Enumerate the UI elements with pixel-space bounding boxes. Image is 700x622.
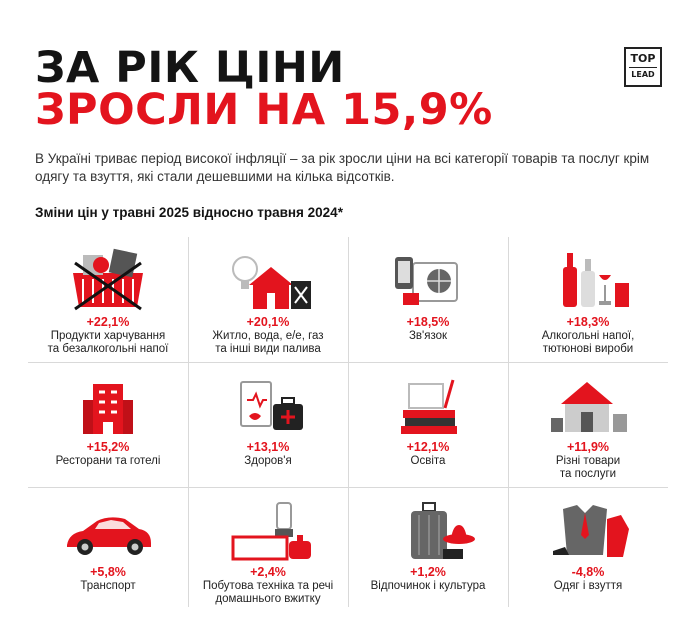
category-label: Відпочинок і культура [370, 580, 486, 592]
logo-top-text: TOP [630, 52, 656, 65]
category-value: +12,1% [406, 440, 450, 454]
grid-divider [188, 237, 189, 607]
category-label: Транспорт [80, 580, 136, 592]
section-title: Зміни цін у травні 2025 відносно травня … [35, 205, 343, 220]
category-appliances: +2,4% Побутова техніка та речі домашньог… [188, 487, 348, 607]
category-label: Освіта [410, 455, 446, 467]
grid-divider [508, 237, 509, 607]
category-value: -4,8% [571, 565, 605, 579]
grid-divider [28, 487, 668, 488]
category-label: Різні товари та послуги [555, 455, 621, 480]
category-transport: +5,8% Транспорт [28, 487, 188, 607]
category-value: +15,2% [86, 440, 130, 454]
category-value: +22,1% [86, 315, 130, 329]
category-clothing: -4,8% Одяг і взуття [508, 487, 668, 607]
page-title-line-2: ЗРОСЛИ НА 15,9% [35, 85, 493, 135]
category-communication: +18,5% Зв'язок [348, 237, 508, 357]
grid-divider [28, 362, 668, 363]
category-label: Здоров'я [244, 455, 292, 467]
category-restaurants: +15,2% Ресторани та готелі [28, 362, 188, 482]
category-label: Побутова техніка та речі домашнього вжит… [202, 580, 334, 605]
luggage-hat-icon [411, 502, 475, 559]
category-label: Одяг і взуття [553, 580, 623, 592]
price-change-grid: +22,1% Продукти харчування та безалкогол… [28, 237, 668, 617]
category-value: +20,1% [246, 315, 290, 329]
category-value: +2,4% [250, 565, 286, 579]
hotel-building-icon [83, 384, 133, 434]
communication-devices-icon [395, 257, 458, 305]
category-label: Алкогольні напої, тютюнові вироби [541, 330, 635, 355]
category-value: +11,9% [566, 440, 610, 454]
category-leisure: +1,2% Відпочинок і культура [348, 487, 508, 607]
category-value: +1,2% [410, 565, 446, 579]
house-utilities-icon [232, 256, 311, 309]
car-icon [67, 517, 151, 555]
category-alcohol: +18,3% Алкогольні напої, тютюнові вироби [508, 237, 668, 357]
clothing-icon [553, 505, 629, 557]
category-label: Житло, вода, е/е, газ та інші види палив… [212, 330, 324, 355]
category-misc: +11,9% Різні товари та послуги [508, 362, 668, 482]
shopping-basket-icon [73, 248, 143, 311]
books-icon [401, 379, 457, 434]
home-appliances-icon [231, 502, 311, 561]
grid-divider [348, 237, 349, 607]
category-health: +13,1% Здоров'я [188, 362, 348, 482]
subtitle-text: В Україні триває період високої інфляції… [35, 151, 650, 184]
medical-kit-icon [240, 381, 303, 430]
logo-bottom-text: LEAD [629, 67, 657, 80]
category-label: Зв'язок [408, 330, 448, 342]
category-housing: +20,1% Житло, вода, е/е, газ та інші вид… [188, 237, 348, 357]
category-food: +22,1% Продукти харчування та безалкогол… [28, 237, 188, 357]
category-value: +18,3% [566, 315, 610, 329]
category-label: Ресторани та готелі [55, 455, 161, 467]
house-goods-icon [551, 382, 627, 432]
alcohol-tobacco-icon [563, 253, 629, 307]
category-value: +13,1% [246, 440, 290, 454]
page-title-line-1: ЗА РІК ЦІНИ [35, 43, 345, 93]
category-education: +12,1% Освіта [348, 362, 508, 482]
brand-logo: TOP LEAD [624, 47, 662, 87]
category-value: +18,5% [406, 315, 450, 329]
category-label: Продукти харчування та безалкогольні нап… [47, 330, 169, 355]
category-value: +5,8% [90, 565, 126, 579]
